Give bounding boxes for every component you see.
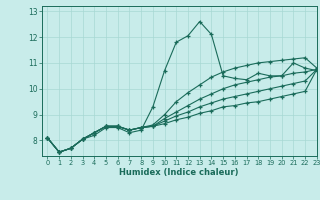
X-axis label: Humidex (Indice chaleur): Humidex (Indice chaleur) [119, 168, 239, 177]
